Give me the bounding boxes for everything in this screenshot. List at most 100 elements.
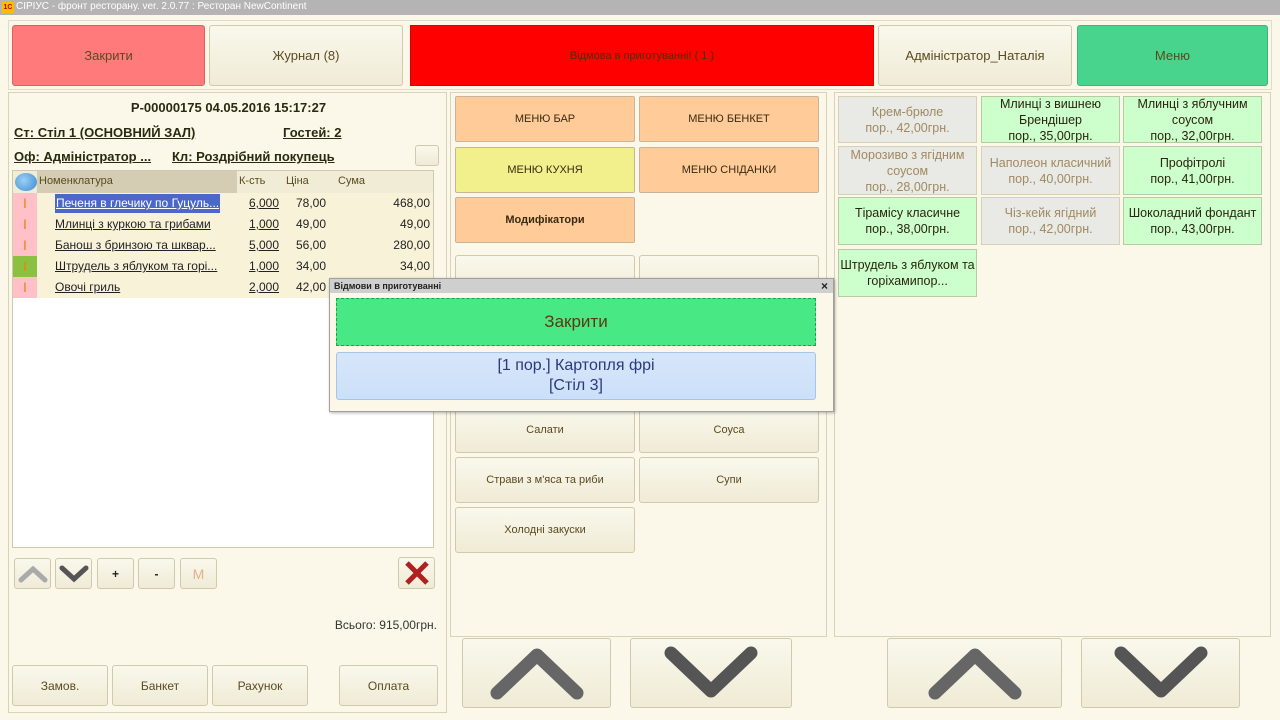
- table-link[interactable]: Ст: Стіл 1 (ОСНОВНИЙ ЗАЛ): [14, 125, 196, 140]
- refused-item-button[interactable]: [1 пор.] Картопля фрі [Стіл 3]: [336, 352, 816, 400]
- close-icon[interactable]: ×: [820, 279, 828, 293]
- table-row[interactable]: I Штрудель з яблуком та горі... 1,000 34,00…: [13, 256, 433, 277]
- minus-button[interactable]: -: [138, 558, 175, 589]
- dish-price: пор., 42,00грн.: [865, 120, 950, 135]
- window-title: СІРІУС - фронт ресторану. ver. 2.0.77 : …: [0, 0, 1280, 15]
- dishes-scroll-up-button[interactable]: [887, 638, 1062, 708]
- dish-name: Млинці з вишнею Брендішер: [999, 96, 1102, 127]
- category-button[interactable]: Соуса: [639, 407, 819, 453]
- refused-item-table: [Стіл 3]: [548, 377, 603, 394]
- journal-button[interactable]: Журнал (8): [209, 25, 403, 86]
- col-qty: К-сть: [239, 175, 266, 187]
- menu-scroll-down-button[interactable]: [630, 638, 792, 708]
- comment-icon[interactable]: [15, 173, 37, 191]
- menu-scroll-up-button[interactable]: [462, 638, 611, 708]
- dish-button[interactable]: Тірамісу класичне пор., 38,00грн.: [838, 197, 977, 245]
- cooking-refusal-alert-button[interactable]: Відмова в приготуванні! ( 1 ): [410, 25, 874, 86]
- dish-button[interactable]: Млинці з вишнею Брендішер пор., 35,00грн.: [981, 96, 1120, 143]
- table-row[interactable]: I Банош з бринзою та шквар... 5,000 56,00 28…: [13, 235, 433, 256]
- item-price: 49,00: [296, 217, 327, 231]
- modifier-button[interactable]: M: [180, 558, 217, 589]
- client-link[interactable]: Кл: Роздрібний покупець: [172, 149, 335, 164]
- dishes-scroll-down-button[interactable]: [1081, 638, 1240, 708]
- col-sum: Сума: [338, 175, 366, 187]
- close-button[interactable]: Закрити: [12, 25, 205, 86]
- col-name: Номенклатура: [37, 171, 237, 193]
- menu-group-button[interactable]: МЕНЮ СНІДАНКИ: [639, 147, 819, 193]
- chevron-down-icon: [664, 646, 758, 698]
- status-marker: I: [13, 256, 37, 277]
- banquet-button[interactable]: Банкет: [112, 665, 208, 706]
- menu-group-button[interactable]: МЕНЮ КУХНЯ: [455, 147, 635, 193]
- order-number: Р-00000175 04.05.2016 15:17:27: [130, 100, 327, 115]
- dish-price: пор., 42,00грн.: [1008, 222, 1093, 236]
- item-qty[interactable]: 1,000: [249, 217, 280, 231]
- app-logo: 1С: [2, 2, 14, 13]
- dish-button[interactable]: Шоколадний фондант пор., 43,00грн.: [1123, 197, 1262, 245]
- waiter-link[interactable]: Оф: Адміністратор ...: [14, 149, 152, 164]
- item-qty[interactable]: 5,000: [249, 238, 280, 252]
- dish-price: пор., 38,00грн.: [865, 222, 950, 236]
- plus-button[interactable]: +: [97, 558, 134, 589]
- dish-button[interactable]: Крем-брюле пор., 42,00грн.: [838, 96, 977, 143]
- refused-item-text: [1 пор.] Картопля фрі: [497, 357, 655, 374]
- category-button[interactable]: Холодні закуски: [455, 507, 635, 553]
- item-name[interactable]: Штрудель з яблуком та горі...: [55, 259, 218, 273]
- order-button[interactable]: Замов.: [12, 665, 108, 706]
- order-total: Всього: 915,00грн.: [334, 618, 437, 632]
- status-marker: I: [13, 214, 37, 235]
- item-name[interactable]: Печеня в глечику по Гуцуль...: [55, 194, 221, 213]
- dish-name: Шоколадний фондант: [1128, 206, 1257, 220]
- guests-link[interactable]: Гостей: 2: [283, 125, 342, 140]
- dish-price: пор., 35,00грн.: [1008, 128, 1093, 143]
- scroll-down-button[interactable]: [55, 558, 92, 589]
- scroll-up-button[interactable]: [14, 558, 51, 589]
- dish-button[interactable]: Штрудель з яблуком та горіхамипор...: [838, 249, 977, 297]
- category-button[interactable]: Супи: [639, 457, 819, 503]
- menu-group-button[interactable]: МЕНЮ БАР: [455, 96, 635, 142]
- menu-group-button[interactable]: МЕНЮ БЕНКЕТ: [639, 96, 819, 142]
- top-bar: [8, 20, 1272, 90]
- payment-button[interactable]: Оплата: [339, 665, 438, 706]
- item-qty[interactable]: 1,000: [249, 259, 280, 273]
- dialog-title: Відмови в приготуванні: [334, 281, 442, 291]
- delete-x-icon: [404, 561, 429, 585]
- chevron-up-icon: [928, 648, 1021, 700]
- item-sum: 280,00: [393, 238, 430, 252]
- chevron-up-icon: [490, 648, 583, 700]
- category-button[interactable]: Страви з м'яса та риби: [455, 457, 635, 503]
- item-name[interactable]: Овочі гриль: [55, 280, 121, 294]
- menu-group-button[interactable]: Модифікатори: [455, 197, 635, 243]
- item-qty[interactable]: 2,000: [249, 280, 280, 294]
- item-name[interactable]: Банош з бринзою та шквар...: [55, 238, 216, 252]
- item-price: 34,00: [296, 259, 327, 273]
- table-header: Номенклатура К-сть Ціна Сума: [13, 171, 433, 193]
- item-sum: 468,00: [393, 196, 430, 210]
- dish-price: пор., 28,00грн.: [865, 179, 950, 194]
- dish-button[interactable]: Чіз-кейк ягідний пор., 42,00грн.: [981, 197, 1120, 245]
- dish-button[interactable]: Морозиво з ягідним соусом пор., 28,00грн.: [838, 146, 977, 195]
- delete-button[interactable]: [398, 557, 435, 589]
- dish-button[interactable]: Наполеон класичний пор., 40,00грн.: [981, 146, 1120, 195]
- menu-button[interactable]: Меню: [1077, 25, 1268, 86]
- category-button[interactable]: Салати: [455, 407, 635, 453]
- dialog-close-button[interactable]: Закрити: [336, 298, 816, 346]
- dish-name: Профітролі: [1159, 155, 1226, 170]
- item-name[interactable]: Млинці з куркою та грибами: [55, 217, 211, 231]
- bill-button[interactable]: Рахунок: [212, 665, 308, 706]
- table-row[interactable]: I Печеня в глечику по Гуцуль... 6,000 78,00…: [13, 193, 433, 214]
- item-price: 56,00: [296, 238, 327, 252]
- user-button[interactable]: Адміністратор_Наталія: [878, 25, 1072, 86]
- dish-price: пор., 32,00грн.: [1150, 128, 1235, 143]
- item-qty[interactable]: 6,000: [249, 196, 280, 210]
- table-row[interactable]: I Овочі гриль 2,000 42,00: [13, 277, 433, 298]
- dish-button[interactable]: Млинці з яблучним соусом пор., 32,00грн.: [1123, 96, 1262, 143]
- dish-button[interactable]: Профітролі пор., 41,00грн.: [1123, 146, 1262, 195]
- item-price: 78,00: [296, 196, 327, 210]
- dish-name: Наполеон класичний: [989, 155, 1112, 170]
- dialog-titlebar: Відмови в приготуванні ×: [330, 279, 833, 293]
- col-price: Ціна: [286, 175, 309, 187]
- client-options-button[interactable]: [415, 145, 439, 166]
- dish-name: Чіз-кейк ягідний: [1004, 206, 1097, 220]
- table-row[interactable]: I Млинці з куркою та грибами 1,000 49,00 49,…: [13, 214, 433, 235]
